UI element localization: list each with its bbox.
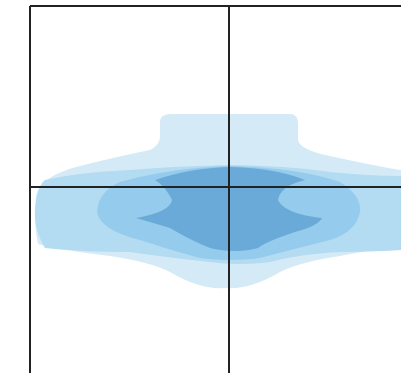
- plot-area: [34, 114, 401, 289]
- grid: [29, 5, 401, 373]
